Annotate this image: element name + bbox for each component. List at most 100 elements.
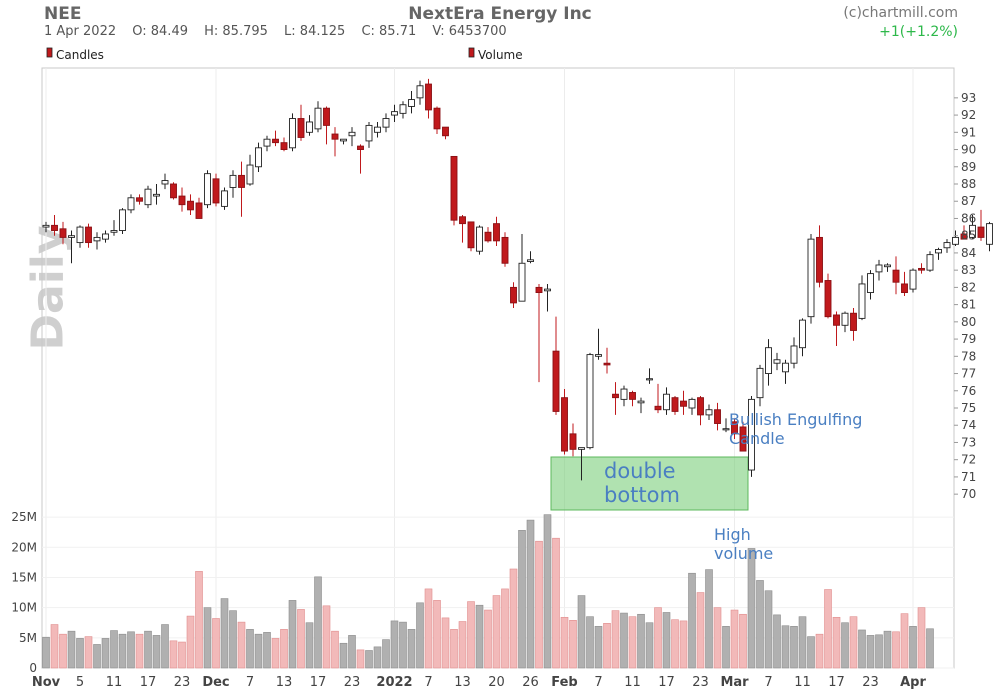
volume-bar xyxy=(67,630,76,669)
candle xyxy=(884,263,891,272)
volume-bar xyxy=(271,638,280,669)
candle-body xyxy=(501,236,509,264)
volume-bar xyxy=(50,624,59,669)
candle-body xyxy=(595,354,602,357)
candle-body xyxy=(518,262,526,302)
candle-body xyxy=(382,118,390,128)
volume-bar xyxy=(713,607,722,669)
candle-body xyxy=(399,104,407,114)
candle-body xyxy=(867,273,874,294)
price-tick-label: 83 xyxy=(961,263,976,277)
volume-tick-label: 25M xyxy=(11,510,37,524)
date-tick-label: Feb xyxy=(551,675,577,690)
candle-body xyxy=(187,200,194,211)
price-tick-label: 88 xyxy=(961,177,976,191)
candle-body xyxy=(527,259,534,262)
candle-body xyxy=(756,367,764,399)
volume-tick-label: 0 xyxy=(29,661,37,675)
double-bottom-box xyxy=(550,456,749,511)
candle xyxy=(969,215,976,240)
date-axis: Nov 5 11 17 23 Dec 7 13 17 23 2022 7 13 20 26 Feb 7 11 17 2… xyxy=(32,675,927,690)
candle-body xyxy=(331,133,339,140)
price-tick-label: 85 xyxy=(961,229,976,243)
volume-bar xyxy=(518,530,526,669)
price-tick-label: 77 xyxy=(961,367,976,381)
volume-tick-label: 20M xyxy=(11,540,37,554)
candle xyxy=(918,263,925,274)
candle xyxy=(977,209,985,241)
volume-bar xyxy=(84,636,93,669)
candle-body xyxy=(943,242,951,249)
candle-body xyxy=(459,216,466,225)
candle-body xyxy=(603,362,611,366)
candle xyxy=(170,182,177,200)
candle-body xyxy=(858,283,866,319)
volume-bar xyxy=(322,605,331,669)
candle xyxy=(331,127,339,157)
candle-body xyxy=(765,347,772,374)
candle-body xyxy=(102,233,109,240)
candle-body xyxy=(918,267,925,271)
date-tick-label: 17 xyxy=(658,675,675,690)
candle-body xyxy=(671,397,679,412)
brand-label[interactable]: (c)chartmill.com xyxy=(843,5,958,21)
candle-body xyxy=(773,359,781,364)
volume-bar xyxy=(798,616,807,669)
candle-body xyxy=(204,173,211,206)
price-tick-label: 73 xyxy=(961,435,976,449)
volume-bar xyxy=(118,633,127,669)
volume-bar xyxy=(93,644,101,669)
candle-body xyxy=(119,209,126,231)
volume-bar xyxy=(569,620,577,669)
candle xyxy=(195,197,203,219)
date-tick-label: 2022 xyxy=(376,675,412,690)
candle xyxy=(816,225,823,288)
volume-bar xyxy=(484,609,492,669)
date-tick-label: 11 xyxy=(624,675,641,690)
candle xyxy=(59,221,67,245)
candle xyxy=(272,130,279,147)
price-change: +1(+1.2%) xyxy=(879,24,958,40)
volume-bar xyxy=(42,636,50,669)
candle xyxy=(425,78,432,119)
price-tick-label: 86 xyxy=(961,211,976,225)
volume-bar xyxy=(416,602,424,669)
candle-body xyxy=(969,224,976,238)
candle-body xyxy=(314,107,322,130)
candle-body xyxy=(663,393,670,411)
candle-body xyxy=(646,378,653,381)
date-tick-label: 17 xyxy=(310,675,327,690)
candle-body xyxy=(620,388,628,400)
candle xyxy=(943,239,951,253)
candle xyxy=(340,138,347,145)
candle xyxy=(187,194,194,216)
candle-body xyxy=(161,180,169,185)
candle xyxy=(850,308,857,341)
candle xyxy=(960,225,968,240)
candle xyxy=(76,225,84,248)
ticker-symbol: NEE xyxy=(44,4,82,24)
volume-bar xyxy=(152,635,161,669)
candle xyxy=(714,402,721,431)
volume-bar xyxy=(535,540,543,669)
volume-bar xyxy=(441,617,450,669)
candle-body xyxy=(340,138,347,142)
volume-bar xyxy=(637,613,645,669)
volume-bar xyxy=(917,607,926,669)
candle xyxy=(263,135,271,152)
candle xyxy=(756,364,764,407)
volume-bar xyxy=(407,629,416,669)
candle xyxy=(476,225,483,255)
candle-body xyxy=(884,264,891,268)
volume-bar xyxy=(790,626,798,669)
candle xyxy=(93,232,101,250)
volume-bar xyxy=(722,626,730,669)
candle-body xyxy=(68,235,75,238)
volume-bar xyxy=(186,615,195,669)
candle xyxy=(467,221,475,252)
candle-body xyxy=(272,138,279,144)
volume-bar xyxy=(237,621,246,669)
candle-body xyxy=(833,314,840,326)
volume-bar xyxy=(433,600,441,669)
